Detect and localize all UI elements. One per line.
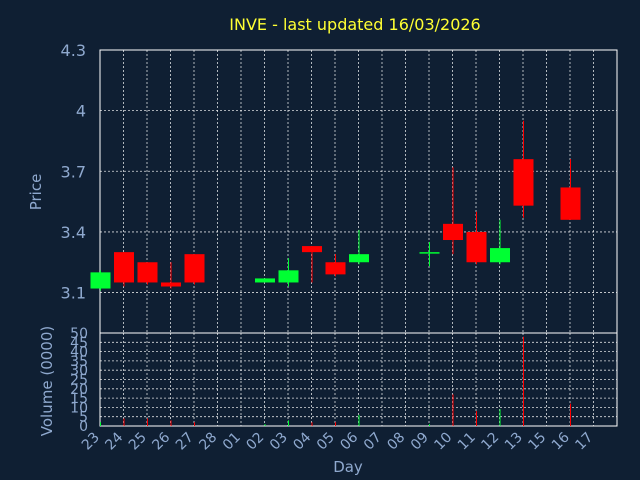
volume-tick-label: 30 [70,363,88,379]
x-axis-label: Day [333,458,363,476]
candle-body [90,272,111,289]
price-axis-label: Price [27,174,45,211]
candle-body [466,231,487,263]
x-tick-label: 26 [149,429,173,453]
candle-body [255,278,275,283]
price-tick-label: 4 [76,102,86,121]
x-tick-labels: 23 24 25 26 27 28 01 02 03 04 05 06 07 08 09 10 11 12 13 15… [79,429,596,453]
price-tick-label: 3.4 [61,223,86,242]
x-tick-label: 09 [408,430,432,454]
price-tick-label: 3.7 [61,162,86,181]
x-tick-label: 16 [549,429,573,453]
candle-body [137,262,158,283]
x-tick-label: 02 [243,430,267,454]
volume-tick-label: 15 [70,391,88,407]
candle-body [302,246,322,253]
chart-title: INVE - last updated 16/03/2026 [229,15,480,34]
candles [90,120,581,291]
x-tick-label: 08 [384,430,408,454]
price-tick-label: 4.3 [61,41,86,60]
volume-tick-label: 5 [79,410,88,426]
candle-body [419,252,440,254]
candle-body [114,252,134,283]
volume-tick-label: 50 [70,326,88,342]
candle-body [513,159,534,206]
candle-body [278,270,299,283]
x-tick-label: 25 [126,430,150,454]
x-tick-label: 10 [431,430,455,454]
volume-axis-label: Volume (0000) [38,326,56,436]
candle-body [560,187,581,220]
x-tick-label: 15 [525,430,549,454]
x-tick-label: 03 [267,430,291,454]
x-tick-label: 24 [102,429,126,453]
volume-bars [100,336,571,426]
x-tick-label: 11 [455,430,479,454]
candle-body [161,282,181,287]
x-tick-label: 28 [196,430,220,454]
candle-body [443,223,463,241]
x-tick-label: 01 [220,430,244,454]
x-tick-label: 13 [502,430,526,454]
x-tick-label: 27 [173,430,197,454]
volume-tick-label: 25 [70,373,88,389]
volume-tick-label: 20 [70,382,88,398]
price-tick-labels: 3.1 3.4 3.7 4 4.3 [61,41,86,303]
candle-body [490,248,510,263]
x-tick-label: 07 [361,430,385,454]
x-tick-label: 06 [337,429,361,453]
volume-tick-label: 40 [70,345,88,361]
x-tick-label: 12 [478,430,502,454]
volume-tick-label: 10 [70,400,88,416]
candle-body [325,262,346,275]
price-tick-label: 3.1 [61,284,86,303]
volume-tick-label: 45 [70,335,88,351]
candle-body [184,254,205,283]
volume-tick-label: 0 [79,419,88,435]
volume-tick-label: 35 [70,354,88,370]
x-tick-label: 05 [314,430,338,454]
candle-body [349,254,369,263]
x-tick-label: 04 [290,429,314,453]
x-tick-label: 17 [572,430,596,454]
